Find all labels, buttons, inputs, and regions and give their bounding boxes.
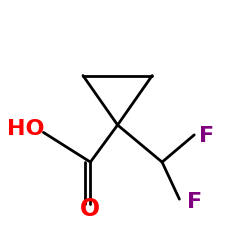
Text: F: F	[187, 192, 202, 212]
Text: F: F	[199, 126, 214, 146]
Text: O: O	[80, 197, 100, 221]
Text: HO: HO	[7, 119, 45, 139]
